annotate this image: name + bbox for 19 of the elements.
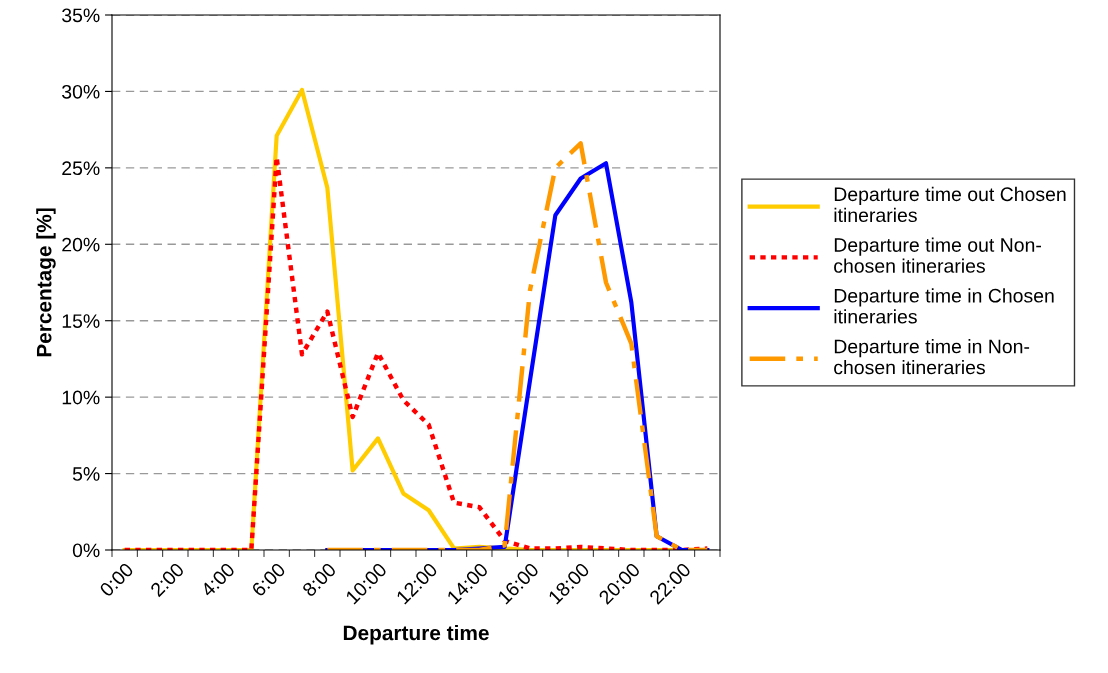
x-tick-label: 8:00 bbox=[301, 562, 337, 598]
y-tick-label: 35% bbox=[62, 8, 100, 23]
x-axis-title: Departure time bbox=[343, 625, 489, 645]
legend-label: Departure time out Non- chosen itineraries bbox=[834, 237, 1041, 273]
x-tick-label: 2:00 bbox=[149, 562, 185, 598]
x-tick-label: 6:00 bbox=[250, 562, 287, 598]
y-tick-label: 10% bbox=[62, 390, 100, 405]
y-tick-label: 30% bbox=[62, 84, 100, 99]
legend-label: Departure time in Non- chosen itineraries bbox=[834, 339, 1030, 375]
y-tick-label: 5% bbox=[72, 467, 100, 481]
y-axis-title: Percentage [%] bbox=[36, 208, 56, 357]
y-tick-label: 0% bbox=[72, 543, 100, 558]
legend-label: Departure time in Chosen itineraries bbox=[834, 288, 1054, 324]
x-tick-label: 0:00 bbox=[98, 562, 135, 598]
legend-label: Departure time out Chosen itineraries bbox=[834, 186, 1066, 223]
x-tick-label: 4:00 bbox=[199, 562, 236, 598]
y-tick-label: 20% bbox=[62, 237, 100, 252]
y-tick-label: 25% bbox=[62, 161, 100, 176]
y-tick-label: 15% bbox=[62, 314, 100, 328]
